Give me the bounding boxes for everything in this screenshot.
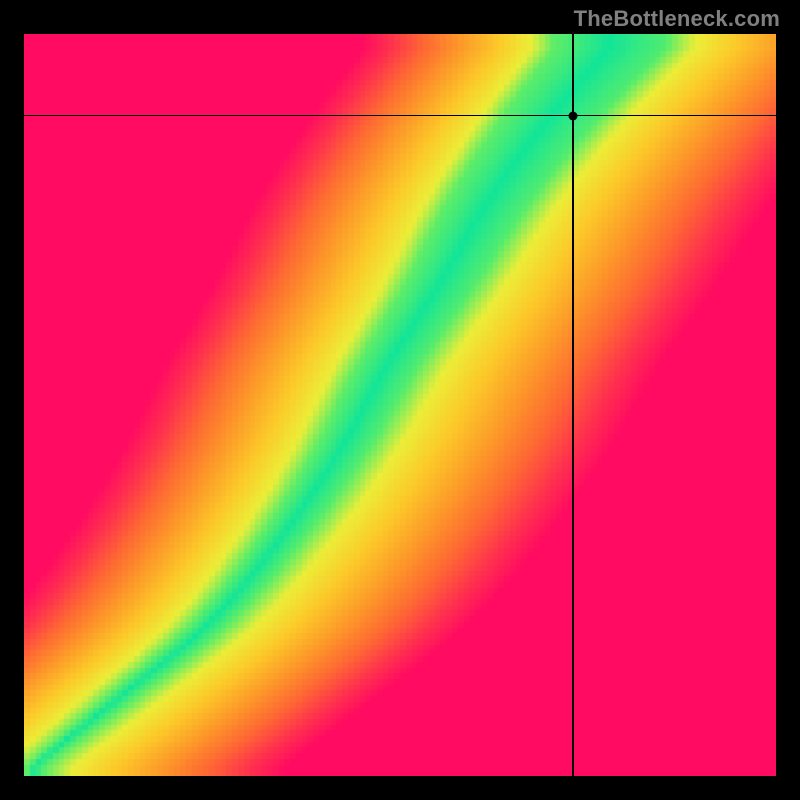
heatmap-plot-area xyxy=(24,34,776,776)
crosshair-horizontal xyxy=(24,115,776,117)
chart-root: TheBottleneck.com xyxy=(0,0,800,800)
heatmap-canvas xyxy=(24,34,776,776)
crosshair-marker-dot xyxy=(568,111,577,120)
watermark-text: TheBottleneck.com xyxy=(574,6,780,32)
crosshair-vertical xyxy=(572,34,574,776)
